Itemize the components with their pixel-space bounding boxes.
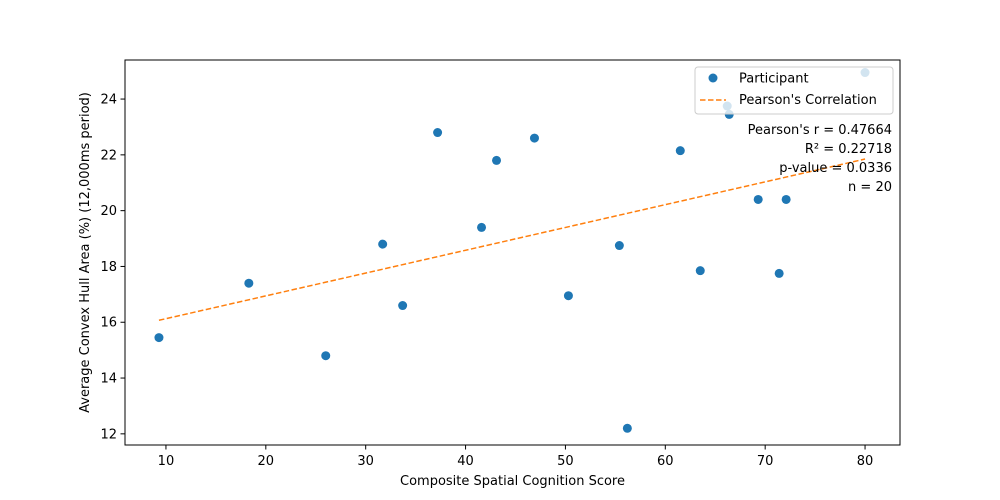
y-tick-label: 24 [100, 93, 117, 108]
data-point [774, 268, 784, 278]
stats-annotation: Pearson's r = 0.47664 R² = 0.22718 p-val… [748, 123, 892, 195]
data-point [244, 278, 254, 288]
x-axis-ticks: 10 20 30 40 50 60 70 80 [158, 445, 874, 469]
y-tick-label: 14 [100, 372, 117, 387]
data-point [378, 239, 388, 249]
data-point [492, 155, 502, 165]
legend-box [694, 66, 894, 115]
data-point [622, 423, 632, 433]
y-tick-label: 18 [100, 260, 117, 275]
x-tick-label: 80 [857, 454, 874, 469]
data-point [321, 351, 331, 361]
data-point [753, 194, 763, 204]
data-point [433, 128, 443, 138]
x-axis-label: Composite Spatial Cognition Score [400, 474, 625, 489]
data-point [614, 241, 624, 251]
data-point [563, 291, 573, 301]
plot-frame [124, 59, 901, 446]
x-tick-label: 60 [657, 454, 674, 469]
stat-pearson-r: Pearson's r = 0.47664 [748, 123, 892, 138]
data-point [529, 133, 539, 143]
stat-n: n = 20 [848, 180, 892, 195]
y-tick-label: 12 [100, 427, 117, 442]
data-point [675, 146, 685, 156]
legend-marker-participant [708, 73, 718, 83]
x-tick-label: 50 [557, 454, 574, 469]
y-tick-label: 16 [100, 316, 117, 331]
legend-label-participant: Participant [739, 72, 809, 87]
data-point [695, 266, 705, 276]
y-tick-label: 22 [100, 148, 117, 163]
data-point [781, 194, 791, 204]
stat-r-squared: R² = 0.22718 [805, 142, 892, 157]
y-tick-label: 20 [100, 204, 117, 219]
x-tick-label: 70 [757, 454, 774, 469]
correlation-line [158, 158, 866, 322]
x-tick-label: 40 [457, 454, 474, 469]
legend-label-correlation: Pearson's Correlation [739, 93, 877, 108]
data-point [154, 333, 164, 343]
data-point [398, 301, 408, 311]
data-point [477, 222, 487, 232]
stat-p-value: p-value = 0.0336 [779, 161, 892, 176]
y-axis-label: Average Convex Hull Area (%) (12,000ms p… [78, 92, 93, 413]
x-tick-label: 30 [357, 454, 374, 469]
axes: 10 20 30 40 50 60 70 80 12 14 16 18 20 22 24 Composit… [78, 59, 901, 489]
y-axis-ticks: 12 14 16 18 20 22 24 [100, 93, 125, 442]
x-tick-label: 20 [258, 454, 275, 469]
legend: Participant Pearson's Correlation [694, 66, 894, 115]
x-tick-label: 10 [158, 454, 175, 469]
